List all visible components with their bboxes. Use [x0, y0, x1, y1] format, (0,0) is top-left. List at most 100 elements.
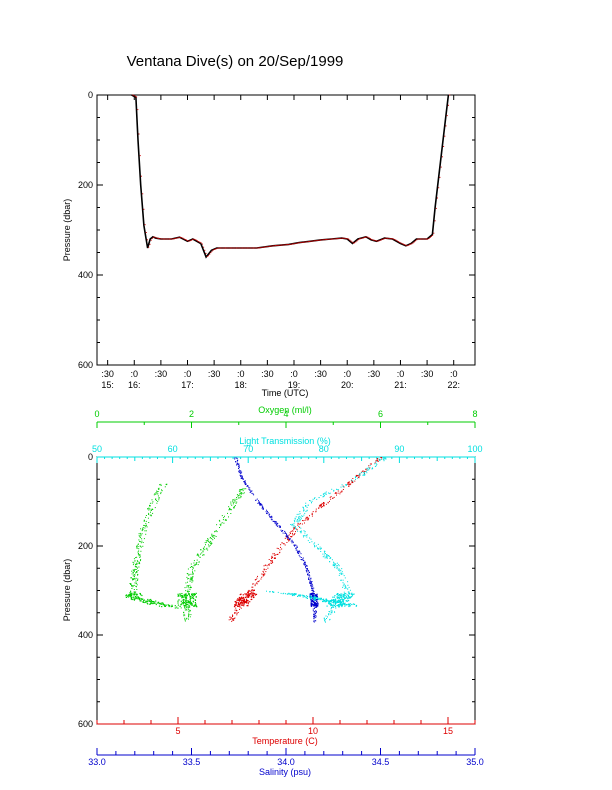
temperature-cluster-point — [245, 594, 247, 596]
temperature-point — [348, 481, 350, 483]
depth-point — [287, 244, 289, 246]
salinity-point — [309, 582, 311, 584]
salinity-point — [268, 514, 270, 516]
oxygen-cluster-point — [151, 602, 153, 605]
salinity-point — [308, 576, 310, 578]
temperature-cluster-point — [247, 601, 249, 603]
transmission-point — [311, 541, 313, 543]
depth-point — [305, 241, 307, 243]
salinity-point — [273, 520, 275, 522]
oxygen-point — [210, 543, 212, 545]
oxygen-point — [138, 562, 140, 564]
transmission-point — [306, 506, 308, 508]
temperature-point — [263, 565, 265, 567]
transmission-point — [385, 458, 387, 460]
transmission-cluster-point — [313, 596, 315, 598]
salinity-point — [295, 544, 297, 546]
oxygen-point — [132, 593, 134, 595]
oxygen-cluster-point — [179, 594, 181, 596]
oxygen-point — [201, 552, 203, 554]
depth-point — [426, 238, 427, 240]
oxygen-cluster-point — [189, 601, 191, 603]
salinity-cluster-point — [315, 600, 318, 603]
transmission-point — [342, 586, 344, 588]
salinity-point — [312, 590, 314, 592]
temperature-cluster-point — [244, 596, 247, 599]
depth-point — [340, 237, 342, 239]
transmission-cluster-point — [347, 603, 349, 606]
temperature-cluster-point — [244, 593, 246, 595]
x-tick-label-hour: 15: — [101, 380, 114, 390]
oxygen-point — [240, 493, 242, 495]
oxygen-point — [137, 551, 139, 553]
salinity-point — [238, 466, 240, 468]
y-tick-label-top: 600 — [78, 360, 93, 370]
salinity-point — [268, 513, 270, 515]
temperature-point — [254, 579, 256, 581]
oxygen-cluster-point — [170, 606, 172, 608]
salinity-cluster-point — [316, 606, 318, 608]
transmission-cluster-point — [347, 598, 349, 600]
oxygen-tick-label: 6 — [378, 409, 383, 419]
oxygen-point — [216, 524, 218, 526]
salinity-point — [297, 550, 299, 552]
oxygen-point — [140, 528, 142, 530]
oxygen-point — [194, 570, 196, 572]
depth-point — [367, 236, 369, 238]
oxygen-point — [189, 594, 190, 596]
oxygen-point — [188, 618, 189, 620]
temperature-cluster-point — [239, 594, 241, 596]
oxygen-cluster-point — [184, 593, 186, 595]
depth-point — [254, 247, 256, 249]
oxygen-cluster-point — [194, 604, 196, 606]
oxygen-cluster-point — [179, 593, 181, 595]
depth-point — [142, 193, 144, 195]
depth-point — [227, 247, 229, 249]
temperature-point — [342, 489, 344, 490]
salinity-point — [276, 525, 278, 527]
transmission-cluster-point — [349, 593, 351, 595]
depth-point — [268, 245, 270, 247]
salinity-point — [311, 588, 313, 589]
depth-point — [221, 247, 223, 249]
transmission-point — [344, 584, 346, 586]
oxygen-point — [136, 563, 138, 565]
salinity-point — [270, 518, 272, 520]
oxygen-cluster-point — [191, 603, 194, 605]
oxygen-point — [144, 525, 146, 527]
transmission-point — [297, 519, 299, 521]
oxygen-point — [137, 561, 139, 562]
salinity-point — [240, 474, 242, 476]
oxygen-cluster-point — [185, 602, 187, 605]
transmission-point — [317, 543, 319, 545]
depth-point — [194, 239, 196, 240]
temperature-point — [274, 557, 275, 559]
oxygen-point — [184, 620, 186, 622]
oxygen-point — [133, 569, 134, 571]
oxygen-cluster-point — [135, 596, 137, 598]
transmission-point — [337, 489, 339, 490]
temperature-cluster-point — [239, 602, 241, 604]
salinity-point — [312, 589, 314, 591]
depth-point — [216, 248, 218, 249]
transmission-cluster-point — [325, 598, 327, 600]
transmission-point — [342, 585, 344, 587]
transmission-point — [331, 606, 333, 608]
temperature-point — [327, 501, 329, 503]
salinity-point — [244, 482, 246, 483]
temperature-point — [250, 591, 252, 593]
depth-point — [284, 244, 286, 246]
salinity-point — [251, 490, 253, 492]
oxygen-point — [177, 607, 179, 609]
oxygen-cluster-point — [160, 603, 163, 605]
salinity-point — [296, 546, 298, 548]
oxygen-point — [138, 543, 139, 545]
temperature-point — [235, 612, 237, 614]
transmission-point — [332, 604, 334, 606]
temperature-cluster-point — [238, 598, 240, 600]
transmission-cluster-point — [323, 600, 325, 602]
oxygen-cluster-point — [161, 606, 163, 608]
oxygen-point — [136, 545, 137, 547]
transmission-cluster-point — [340, 604, 342, 606]
transmission-point — [332, 605, 334, 606]
